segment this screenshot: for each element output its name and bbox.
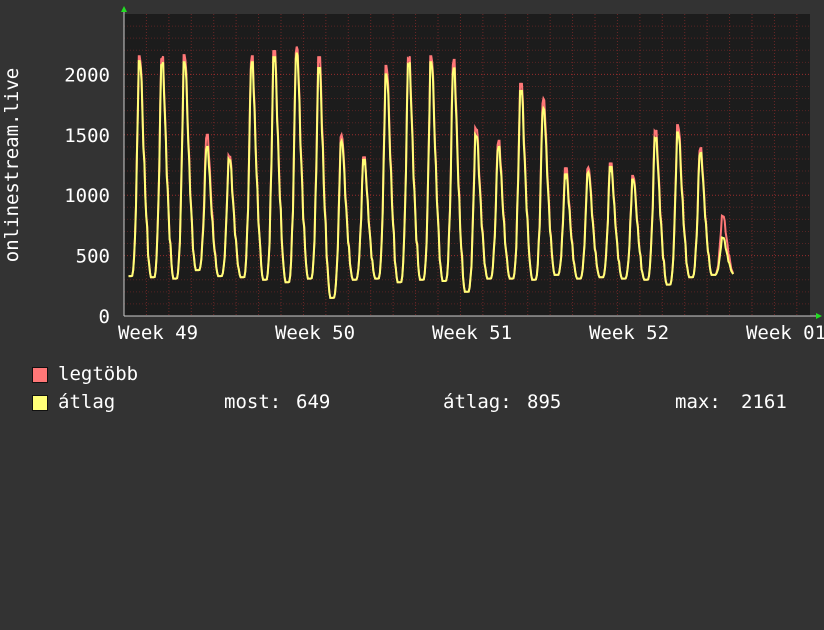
y-axis-arrow [121, 6, 127, 12]
y-tick-label: 0 [99, 306, 110, 328]
rrd-graph: 0 500 1000 1500 2000 Week 49 Week 50 Week 51 Wee… [0, 6, 824, 414]
y-tick-label: 1500 [64, 125, 110, 147]
x-tick-label: Week 49 [118, 322, 198, 344]
legend-label-max: legtöbb [58, 363, 139, 385]
stat-max-label: max: [675, 391, 721, 413]
y-tick-label: 500 [76, 246, 110, 268]
legend-swatch-avg [32, 395, 48, 411]
stat-max-value: 2161 [741, 391, 787, 413]
y-axis-label: onlinestream.live [1, 68, 23, 262]
legend-row-avg: átlag most: 649 átlag: 895 max: 2161 [0, 390, 824, 414]
stat-current-label: most: [224, 391, 282, 413]
x-axis-arrow [816, 313, 822, 319]
legend-label-avg: átlag [58, 391, 116, 413]
chart-svg: 0 500 1000 1500 2000 Week 49 Week 50 Week 51 Wee… [1, 6, 824, 344]
legend-swatch-max [32, 367, 48, 383]
x-tick-label: Week 52 [589, 322, 669, 344]
series-line-avg [128, 52, 734, 299]
x-tick-label: Week 01 [746, 322, 824, 344]
y-tick-label: 2000 [64, 64, 110, 86]
y-tick-label: 1000 [64, 185, 110, 207]
x-tick-label: Week 50 [275, 322, 355, 344]
legend-row-max: legtöbb [0, 362, 824, 386]
x-tick-label: Week 51 [432, 322, 512, 344]
stat-average-label: átlag: [443, 391, 512, 413]
stat-average-value: 895 [527, 391, 562, 413]
series-line-max [128, 46, 735, 299]
stat-current-value: 649 [296, 391, 331, 413]
